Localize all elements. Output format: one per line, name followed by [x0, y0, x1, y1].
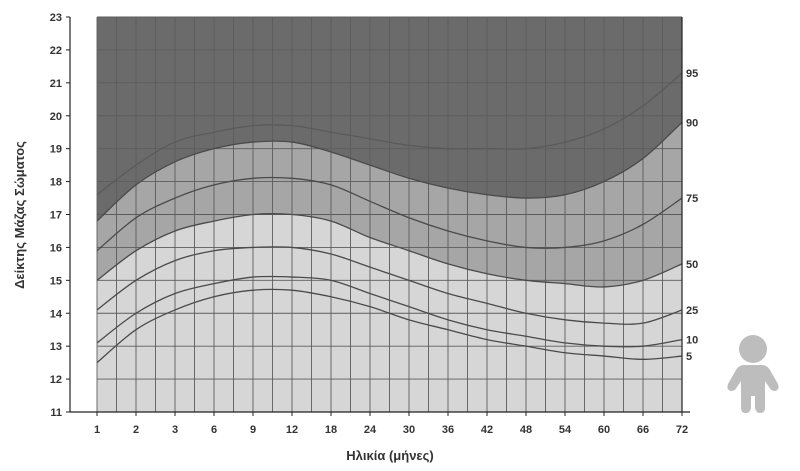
child-silhouette-icon [727, 335, 779, 413]
y-tick-label: 23 [50, 12, 62, 24]
percentile-label-10: 10 [686, 335, 698, 347]
x-tick-labels: 1 2 3 6 9 12 18 24 30 36 42 48 54 60 66 72 [94, 424, 688, 436]
x-tick-label: 2 [133, 424, 139, 436]
y-tick-label: 22 [50, 45, 62, 57]
y-tick-label: 18 [50, 177, 62, 189]
percentile-curve-50 [97, 213, 682, 288]
x-tick-label: 72 [676, 424, 688, 436]
percentile-curve-90 [97, 121, 682, 222]
x-tick-label: 30 [403, 424, 415, 436]
y-tick-label: 14 [50, 308, 63, 320]
y-tick-label: 20 [50, 111, 62, 123]
percentile-label-5: 5 [686, 351, 692, 363]
percentile-labels: 95 90 75 50 25 10 5 [686, 68, 698, 363]
percentile-curve-10 [97, 275, 682, 348]
percentile-curves [97, 72, 682, 364]
y-tick-label: 13 [50, 341, 62, 353]
x-tick-label: 3 [172, 424, 178, 436]
x-tick-label: 9 [250, 424, 256, 436]
percentile-label-75: 75 [686, 193, 698, 205]
x-axis-title: Ηλικία (μήνες) [346, 448, 433, 463]
grid-lines [96, 16, 683, 413]
y-axis-title: Δείκτης Μάζας Σώματος [12, 141, 27, 289]
percentile-curve-75 [97, 176, 682, 252]
percentile-label-50: 50 [686, 259, 698, 271]
y-tick-label: 19 [50, 144, 62, 156]
x-tick-label: 54 [559, 424, 572, 436]
percentile-label-95: 95 [686, 68, 698, 80]
x-tick-label: 48 [520, 424, 532, 436]
percentile-label-90: 90 [686, 117, 698, 129]
axes [66, 16, 690, 416]
x-tick-label: 24 [364, 424, 377, 436]
percentile-curve-95 [97, 72, 682, 196]
y-tick-labels: 11 12 13 14 15 16 17 18 19 20 21 22 23 [50, 12, 63, 419]
x-tick-label: 6 [211, 424, 217, 436]
percentile-curve-25 [97, 246, 682, 325]
percentile-label-25: 25 [686, 305, 698, 317]
y-tick-label: 11 [50, 407, 62, 419]
percentile-curve-5 [97, 288, 682, 364]
y-tick-label: 12 [50, 374, 62, 386]
y-tick-label: 15 [50, 275, 62, 287]
y-tick-label: 17 [50, 210, 62, 222]
x-tick-label: 42 [481, 424, 493, 436]
x-tick-label: 12 [286, 424, 298, 436]
x-tick-label: 66 [637, 424, 649, 436]
y-tick-label: 16 [50, 242, 62, 254]
x-tick-label: 18 [325, 424, 337, 436]
x-tick-label: 60 [598, 424, 610, 436]
y-tick-label: 21 [50, 78, 62, 90]
x-tick-label: 36 [442, 424, 454, 436]
x-tick-label: 1 [94, 424, 100, 436]
